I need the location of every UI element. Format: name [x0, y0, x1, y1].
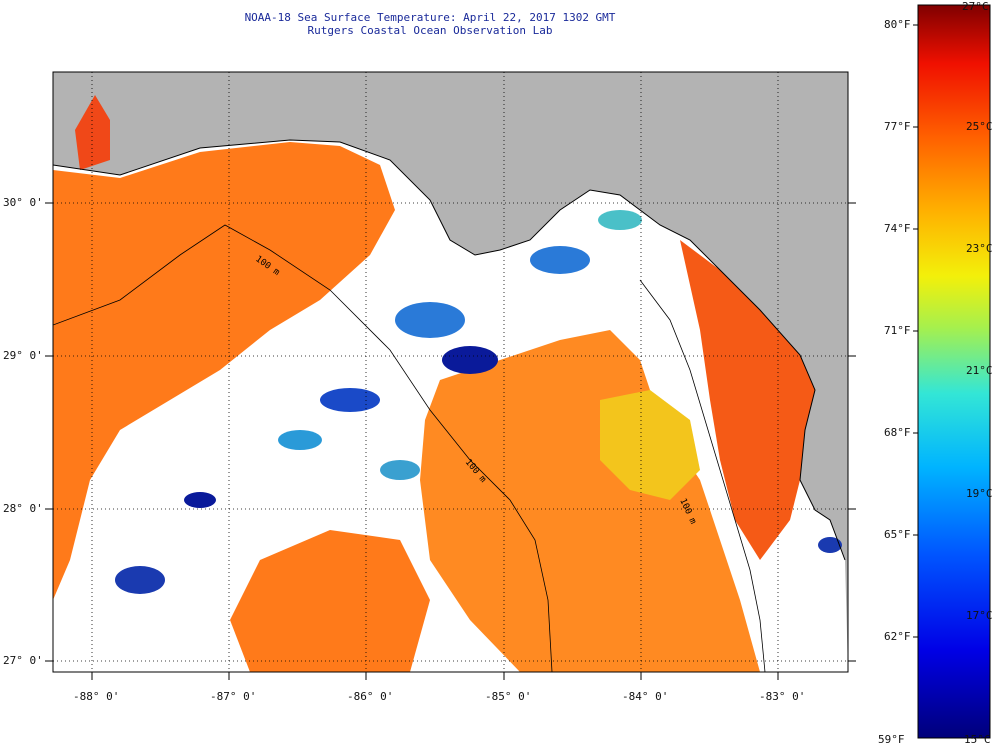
graticule — [53, 72, 848, 672]
colorbar — [917, 4, 991, 739]
lat-label: 30° 0' — [3, 196, 43, 209]
colorbar-f-label: 71°F — [884, 324, 911, 337]
lat-label: 28° 0' — [3, 502, 43, 515]
colorbar-ticks — [913, 24, 918, 638]
warm-water-central — [420, 330, 760, 672]
lon-label: -83° 0' — [759, 690, 806, 703]
warm-patch-nw — [75, 95, 110, 170]
colorbar-c-label: 17°C — [966, 609, 993, 622]
isobath-100m — [53, 224, 553, 672]
coastline — [53, 139, 846, 561]
colorbar-c-label: 27°C — [962, 0, 989, 13]
map-image: 100 m 100 m 100 m — [53, 72, 848, 672]
colorbar-c-label: 21°C — [966, 364, 993, 377]
isobath-100m-east — [639, 279, 766, 672]
axis-ticks — [45, 202, 856, 680]
map-frame — [52, 71, 849, 673]
cool-water-patches — [115, 210, 842, 594]
warm-water-west — [53, 142, 395, 600]
warm-patch-south — [230, 530, 430, 672]
mild-water — [600, 390, 700, 500]
colorbar-f-label: 80°F — [884, 18, 911, 31]
colorbar-c-label: 15°C — [964, 733, 991, 746]
map-title: NOAA-18 Sea Surface Temperature: April 2… — [244, 11, 616, 24]
lon-label: -87° 0' — [210, 690, 257, 703]
colorbar-f-label: 77°F — [884, 120, 911, 133]
lon-label: -88° 0' — [73, 690, 120, 703]
colorbar-f-label: 65°F — [884, 528, 911, 541]
colorbar-f-label: 62°F — [884, 630, 911, 643]
lon-label: -85° 0' — [485, 690, 532, 703]
colorbar-c-label: 25°C — [966, 120, 993, 133]
colorbar-f-label: 68°F — [884, 426, 911, 439]
colorbar-f-label: 59°F — [878, 733, 905, 746]
lat-label: 29° 0' — [3, 349, 43, 362]
warm-water-east — [680, 240, 815, 560]
lat-label: 27° 0' — [3, 654, 43, 667]
map-subtitle: Rutgers Coastal Ocean Observation Lab — [307, 24, 553, 37]
colorbar-f-label: 74°F — [884, 222, 911, 235]
lon-label: -86° 0' — [347, 690, 394, 703]
colorbar-c-label: 23°C — [966, 242, 993, 255]
colorbar-c-label: 19°C — [966, 487, 993, 500]
lon-label: -84° 0' — [622, 690, 669, 703]
